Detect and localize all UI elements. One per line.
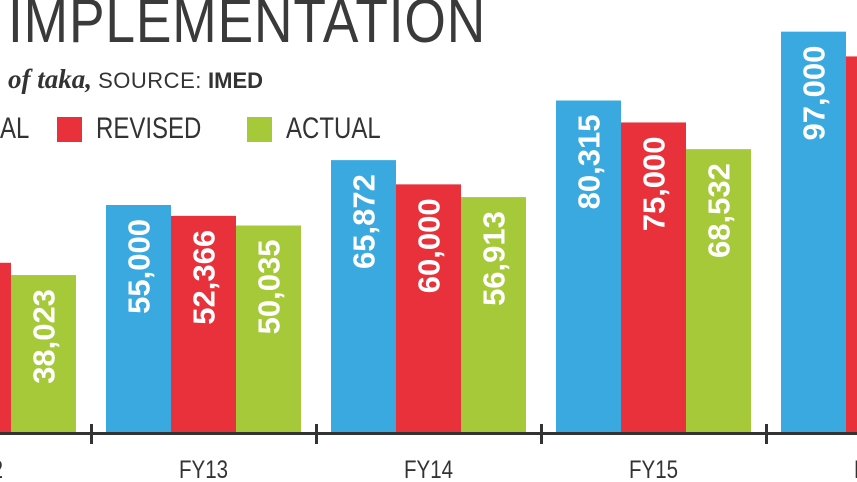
legend-label: ACTUAL bbox=[286, 112, 382, 145]
data-label: 75,000 bbox=[637, 136, 672, 231]
chart-subtitle: of taka, SOURCE: IMED bbox=[8, 64, 263, 95]
legend-label: REVISED bbox=[95, 112, 202, 145]
bar-fy16-1 bbox=[846, 56, 857, 432]
bar-fy12-1 bbox=[0, 262, 11, 432]
data-label: 55,000 bbox=[122, 219, 157, 314]
data-label: 97,000 bbox=[797, 46, 832, 141]
x-tick-label: FY16 bbox=[854, 455, 857, 482]
data-label: 50,035 bbox=[252, 239, 287, 334]
legend-item-original: AL bbox=[0, 112, 37, 146]
data-label: 38,023 bbox=[27, 289, 62, 384]
bar-fy13-1 bbox=[171, 215, 236, 432]
x-axis-tick bbox=[540, 424, 543, 444]
x-tick-label: FY12 bbox=[0, 455, 3, 482]
data-label: 56,913 bbox=[477, 211, 512, 306]
x-tick-label: FY14 bbox=[404, 455, 453, 482]
legend: AL REVISED ACTUAL bbox=[0, 112, 425, 146]
data-label: 80,315 bbox=[572, 115, 607, 210]
legend-swatch bbox=[56, 116, 82, 142]
source-label: SOURCE: bbox=[98, 68, 202, 93]
bar-fy13-0 bbox=[106, 205, 171, 432]
bar-fy14-2 bbox=[461, 197, 526, 432]
legend-label: AL bbox=[0, 112, 30, 145]
chart-title: IMPLEMENTATION bbox=[8, 0, 487, 56]
x-axis bbox=[0, 432, 857, 435]
legend-item-revised: REVISED bbox=[56, 112, 228, 146]
bar-fy14-0 bbox=[331, 160, 396, 432]
x-tick-label: FY13 bbox=[179, 455, 228, 482]
bar-fy15-1 bbox=[621, 122, 686, 433]
data-label: 60,000 bbox=[412, 198, 447, 293]
bar-fy12-2 bbox=[11, 275, 76, 432]
legend-item-actual: ACTUAL bbox=[247, 112, 404, 146]
x-tick-label: FY15 bbox=[629, 455, 678, 482]
data-label: 65,872 bbox=[347, 174, 382, 269]
bar-fy14-1 bbox=[396, 184, 461, 432]
bar-fy15-2 bbox=[686, 149, 751, 432]
legend-swatch bbox=[247, 116, 273, 142]
data-label: 68,532 bbox=[702, 163, 737, 258]
bar-fy15-0 bbox=[556, 100, 621, 432]
x-axis-tick bbox=[90, 424, 93, 444]
x-axis-tick bbox=[765, 424, 768, 444]
bar-fy13-2 bbox=[236, 225, 301, 432]
bar-fy16-0 bbox=[781, 31, 846, 433]
unit-text: of taka, bbox=[8, 64, 92, 94]
source-name: IMED bbox=[208, 68, 263, 93]
data-label: 52,366 bbox=[187, 230, 222, 325]
x-axis-tick bbox=[315, 424, 318, 444]
